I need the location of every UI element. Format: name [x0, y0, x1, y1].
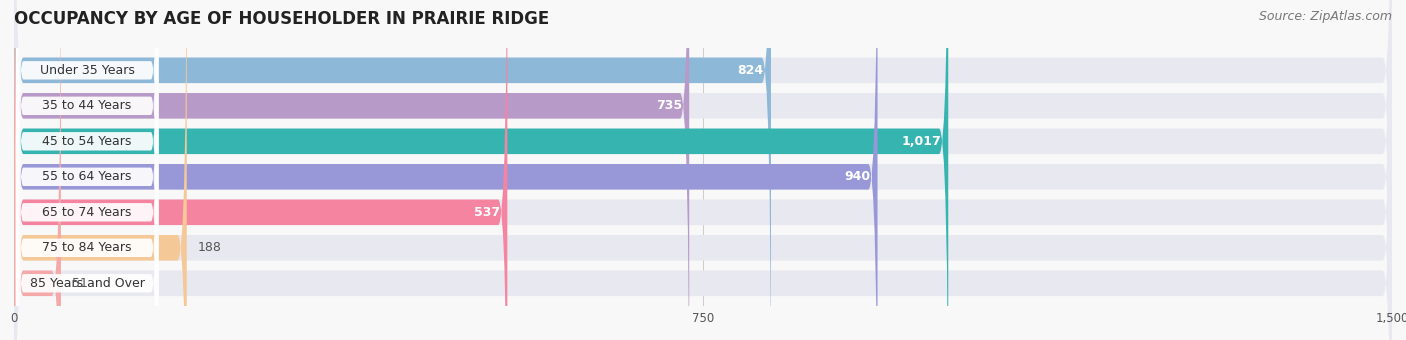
Text: Source: ZipAtlas.com: Source: ZipAtlas.com — [1258, 10, 1392, 23]
FancyBboxPatch shape — [14, 0, 1392, 340]
Text: OCCUPANCY BY AGE OF HOUSEHOLDER IN PRAIRIE RIDGE: OCCUPANCY BY AGE OF HOUSEHOLDER IN PRAIR… — [14, 10, 550, 28]
FancyBboxPatch shape — [14, 0, 948, 340]
FancyBboxPatch shape — [14, 0, 187, 340]
FancyBboxPatch shape — [15, 8, 159, 340]
Text: 1,017: 1,017 — [901, 135, 941, 148]
Text: 85 Years and Over: 85 Years and Over — [30, 277, 145, 290]
FancyBboxPatch shape — [15, 0, 159, 340]
FancyBboxPatch shape — [15, 0, 159, 340]
FancyBboxPatch shape — [14, 0, 1392, 340]
FancyBboxPatch shape — [15, 0, 159, 340]
Text: 35 to 44 Years: 35 to 44 Years — [42, 99, 132, 112]
FancyBboxPatch shape — [15, 0, 159, 340]
Text: 65 to 74 Years: 65 to 74 Years — [42, 206, 132, 219]
Text: 51: 51 — [72, 277, 87, 290]
FancyBboxPatch shape — [14, 0, 1392, 340]
Text: 824: 824 — [738, 64, 763, 77]
FancyBboxPatch shape — [15, 0, 159, 340]
Text: 45 to 54 Years: 45 to 54 Years — [42, 135, 132, 148]
Text: 537: 537 — [474, 206, 501, 219]
Text: 55 to 64 Years: 55 to 64 Years — [42, 170, 132, 183]
FancyBboxPatch shape — [14, 0, 689, 340]
FancyBboxPatch shape — [14, 0, 1392, 340]
Text: 75 to 84 Years: 75 to 84 Years — [42, 241, 132, 254]
FancyBboxPatch shape — [14, 0, 60, 340]
Text: 188: 188 — [198, 241, 222, 254]
FancyBboxPatch shape — [14, 0, 770, 340]
FancyBboxPatch shape — [15, 0, 159, 340]
FancyBboxPatch shape — [14, 0, 1392, 340]
FancyBboxPatch shape — [14, 0, 1392, 340]
Text: 940: 940 — [844, 170, 870, 183]
FancyBboxPatch shape — [14, 0, 1392, 340]
FancyBboxPatch shape — [14, 0, 877, 340]
Text: Under 35 Years: Under 35 Years — [39, 64, 135, 77]
FancyBboxPatch shape — [14, 0, 508, 340]
Text: 735: 735 — [655, 99, 682, 112]
